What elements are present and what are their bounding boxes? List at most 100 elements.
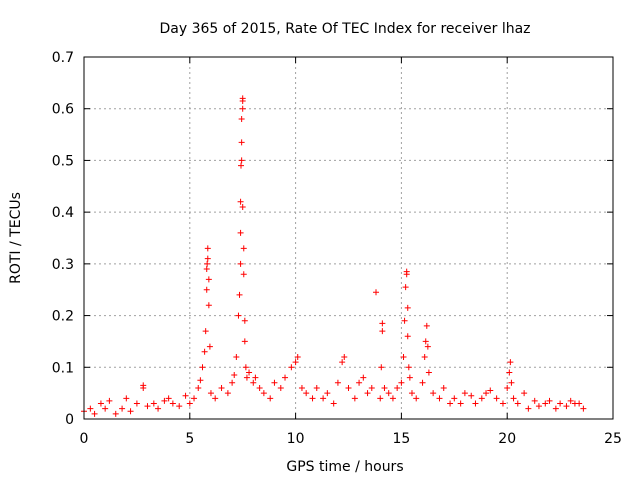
x-tick-label: 15 bbox=[392, 431, 410, 447]
data-point bbox=[235, 312, 242, 319]
data-point bbox=[199, 364, 206, 371]
data-point bbox=[224, 390, 231, 397]
data-point bbox=[339, 359, 346, 366]
data-point bbox=[368, 384, 375, 391]
y-tick-label: 0 bbox=[65, 412, 74, 428]
data-point bbox=[405, 364, 412, 371]
y-tick-label: 0.7 bbox=[52, 50, 74, 66]
data-point bbox=[421, 353, 428, 360]
data-point bbox=[238, 162, 245, 169]
data-point bbox=[404, 304, 411, 311]
grid-lines bbox=[84, 57, 613, 419]
data-point bbox=[197, 377, 204, 384]
data-point bbox=[229, 379, 236, 386]
data-point bbox=[400, 353, 407, 360]
data-point bbox=[277, 384, 284, 391]
data-point bbox=[419, 379, 426, 386]
data-point bbox=[472, 400, 479, 407]
data-point bbox=[127, 408, 134, 415]
data-point bbox=[563, 403, 570, 410]
data-point bbox=[457, 400, 464, 407]
data-point bbox=[294, 353, 301, 360]
data-points bbox=[81, 95, 587, 417]
data-point bbox=[379, 320, 386, 327]
data-point bbox=[413, 395, 420, 402]
x-tick-label: 25 bbox=[604, 431, 622, 447]
data-point bbox=[510, 395, 517, 402]
data-point bbox=[535, 403, 542, 410]
data-point bbox=[292, 359, 299, 366]
data-point bbox=[401, 317, 408, 324]
data-point bbox=[238, 116, 245, 123]
data-point bbox=[406, 374, 413, 381]
data-point bbox=[267, 395, 274, 402]
data-point bbox=[203, 286, 210, 293]
data-point bbox=[169, 400, 176, 407]
data-point bbox=[241, 317, 248, 324]
data-point bbox=[238, 139, 245, 146]
data-point bbox=[246, 369, 253, 376]
data-point bbox=[309, 395, 316, 402]
x-tick-label: 10 bbox=[287, 431, 305, 447]
data-point bbox=[576, 400, 583, 407]
data-point bbox=[236, 291, 243, 298]
data-point bbox=[487, 387, 494, 394]
data-point bbox=[282, 374, 289, 381]
data-point bbox=[364, 390, 371, 397]
data-point bbox=[241, 338, 248, 345]
data-point bbox=[440, 384, 447, 391]
data-point bbox=[531, 397, 538, 404]
data-point bbox=[430, 390, 437, 397]
y-tick-label: 0.4 bbox=[52, 205, 74, 221]
y-tick-label: 0.2 bbox=[52, 309, 74, 325]
data-point bbox=[204, 260, 211, 267]
data-point bbox=[271, 379, 278, 386]
data-point bbox=[202, 328, 209, 335]
data-point bbox=[408, 390, 415, 397]
y-tick-labels: 0 0.1 0.2 0.3 0.4 0.5 0.6 0.7 bbox=[52, 50, 74, 428]
data-point bbox=[106, 397, 113, 404]
data-point bbox=[402, 284, 409, 291]
data-point bbox=[144, 403, 151, 410]
axis-ticks bbox=[83, 56, 614, 420]
data-point bbox=[567, 397, 574, 404]
data-point bbox=[239, 105, 246, 112]
data-point bbox=[201, 348, 208, 355]
data-point bbox=[493, 395, 500, 402]
y-tick-label: 0.5 bbox=[52, 153, 74, 169]
data-point bbox=[250, 379, 257, 386]
data-point bbox=[378, 364, 385, 371]
data-point bbox=[422, 338, 429, 345]
data-point bbox=[186, 400, 193, 407]
data-point bbox=[351, 395, 358, 402]
data-point bbox=[182, 392, 189, 399]
x-tick-label: 0 bbox=[80, 431, 89, 447]
data-point bbox=[150, 400, 157, 407]
data-point bbox=[212, 395, 219, 402]
data-point bbox=[119, 405, 126, 412]
data-point bbox=[165, 395, 172, 402]
data-point bbox=[256, 384, 263, 391]
data-point bbox=[191, 395, 198, 402]
y-axis-label: ROTI / TECUs bbox=[8, 192, 24, 284]
x-tick-labels: 0 5 10 15 20 25 bbox=[80, 431, 622, 447]
y-tick-label: 0.3 bbox=[52, 257, 74, 273]
data-point bbox=[91, 410, 98, 417]
data-point bbox=[499, 400, 506, 407]
data-point bbox=[580, 405, 587, 412]
data-point bbox=[243, 374, 250, 381]
data-point bbox=[112, 410, 119, 417]
data-point bbox=[436, 395, 443, 402]
data-point bbox=[398, 379, 405, 386]
data-point bbox=[87, 405, 94, 412]
data-point bbox=[423, 322, 430, 329]
data-point bbox=[394, 384, 401, 391]
data-point bbox=[133, 400, 140, 407]
data-point bbox=[204, 255, 211, 262]
data-point bbox=[360, 374, 367, 381]
data-point bbox=[425, 369, 432, 376]
data-point bbox=[324, 390, 331, 397]
data-point bbox=[252, 374, 259, 381]
data-point bbox=[389, 395, 396, 402]
